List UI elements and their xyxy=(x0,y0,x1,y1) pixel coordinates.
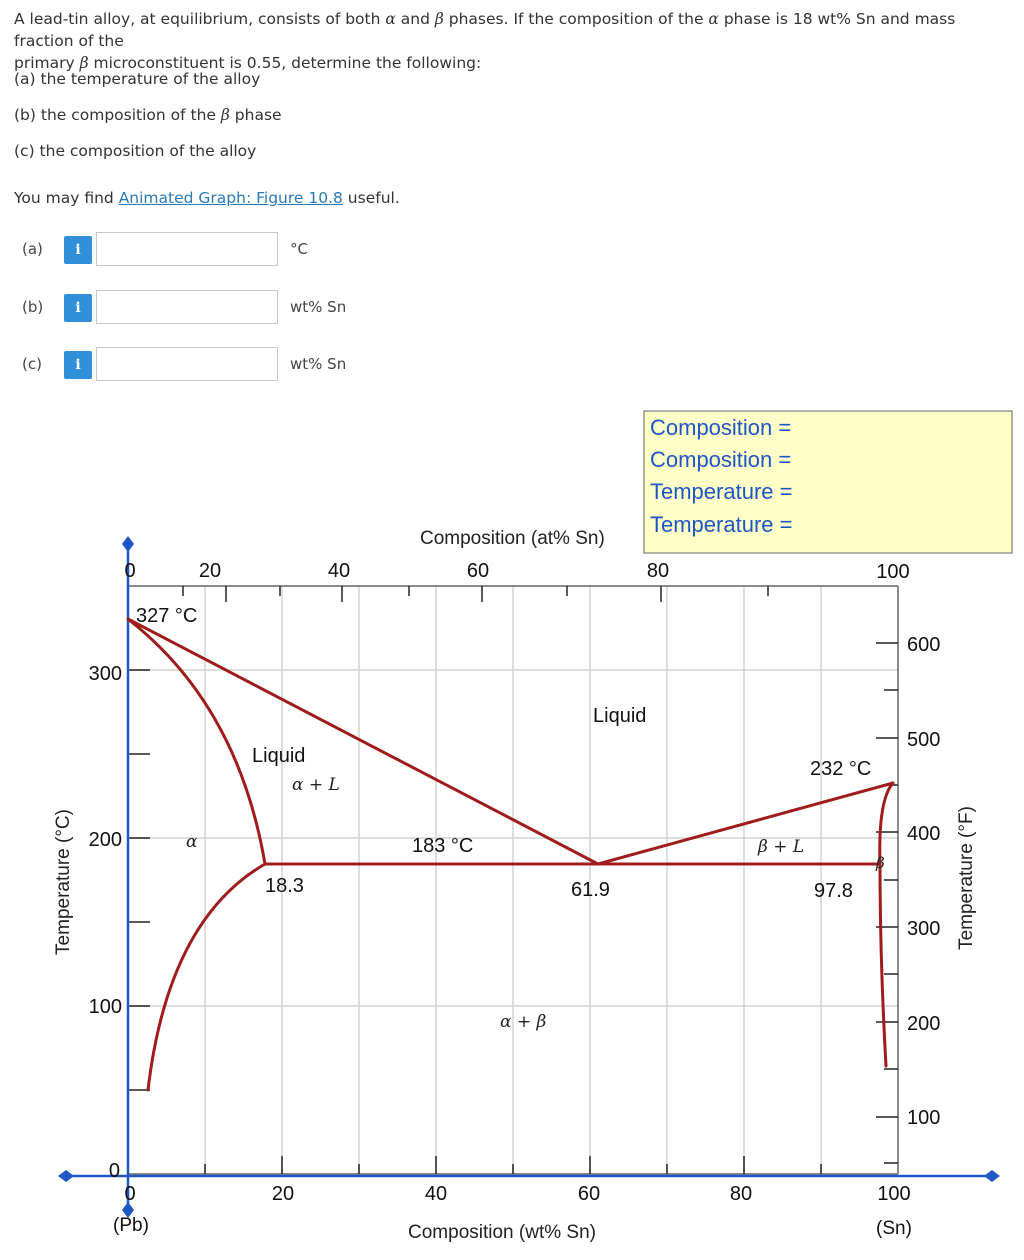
alpha-solvus xyxy=(146,862,267,1092)
question-line1-d: phase is 18 wt% Sn and mass fraction of … xyxy=(14,10,956,50)
alpha-symbol: α xyxy=(708,10,719,28)
readout-composition-1: Composition = xyxy=(650,415,791,440)
phase-boundaries xyxy=(126,617,895,1092)
beta-symbol: β xyxy=(220,106,230,124)
info-icon[interactable]: i xyxy=(64,236,92,264)
alpha-phase-label: α xyxy=(186,832,198,852)
right-tick-label: 500 xyxy=(907,729,940,751)
answer-row-c: (c) i wt% Sn xyxy=(0,347,420,383)
left-tick-label: 200 xyxy=(89,829,122,851)
readout-temperature-1: Temperature = xyxy=(650,479,792,504)
left-tick-label: 0 xyxy=(109,1160,120,1182)
top-tick-label: 60 xyxy=(467,560,489,582)
bottom-tick-label: 80 xyxy=(730,1183,752,1205)
temperature-handle-left[interactable] xyxy=(58,1170,74,1182)
hint-a: You may find xyxy=(14,189,119,207)
part-a-text: (a) the temperature of the alloy xyxy=(14,70,261,88)
left-axis-title: Temperature (°C) xyxy=(53,809,74,955)
sn-melting-label: 232 °C xyxy=(810,758,871,780)
top-axis-title: Composition (at% Sn) xyxy=(420,528,605,549)
top-tick-label: 0 xyxy=(124,560,135,582)
answer-row-a: (a) i °C xyxy=(0,232,420,268)
pb-melting-label: 327 °C xyxy=(136,605,197,627)
unit-label: wt% Sn xyxy=(290,298,347,316)
beta-solvus xyxy=(878,862,888,1068)
animated-graph-link[interactable]: Animated Graph: Figure 10.8 xyxy=(118,189,343,207)
answer-label: (a) xyxy=(22,240,43,258)
bottom-tick-label: 0 xyxy=(124,1183,135,1205)
question-line1-a: A lead-tin alloy, at equilibrium, consis… xyxy=(14,10,386,28)
left-tick-label: 300 xyxy=(89,663,122,685)
readout-temperature-2: Temperature = xyxy=(650,512,792,537)
unit-label: wt% Sn xyxy=(290,355,347,373)
readout-box xyxy=(643,410,1013,554)
right-tick-label: 600 xyxy=(907,634,940,656)
liquidus-right-line xyxy=(596,781,895,866)
answer-label: (b) xyxy=(22,298,44,316)
sn-end-label: (Sn) xyxy=(876,1218,912,1239)
right-tick-label: 100 xyxy=(907,1107,940,1129)
top-ticks xyxy=(182,586,769,602)
eutectic-temp-label: 183 °C xyxy=(412,835,473,857)
alpha-max-solubility-label: 18.3 xyxy=(265,875,304,897)
left-ticks xyxy=(128,669,150,1091)
grid xyxy=(128,586,898,1174)
top-tick-label: 100 xyxy=(876,561,909,583)
top-tick-label: 20 xyxy=(199,560,221,582)
top-tick-label: 80 xyxy=(647,560,669,582)
beta-symbol: β xyxy=(434,10,444,28)
unit-label: °C xyxy=(290,240,308,258)
question-line2-b: microconstituent is 0.55, determine the … xyxy=(88,54,482,72)
solidus-line xyxy=(126,617,267,866)
question-line1-c: phases. If the composition of the xyxy=(443,10,709,28)
temperature-input[interactable] xyxy=(96,232,278,266)
bottom-tick-label: 40 xyxy=(425,1183,447,1205)
info-icon[interactable]: i xyxy=(64,351,92,379)
bottom-tick-label: 60 xyxy=(578,1183,600,1205)
beta-phase-label: β xyxy=(875,854,885,872)
composition-handle-bottom[interactable] xyxy=(122,1202,134,1218)
liquid-right-label: Liquid xyxy=(593,705,646,727)
answer-label: (c) xyxy=(22,355,42,373)
part-b-b: phase xyxy=(229,106,282,124)
question-text: A lead-tin alloy, at equilibrium, consis… xyxy=(14,8,1019,74)
eutectic-composition-label: 61.9 xyxy=(571,879,610,901)
question-line1-b: and xyxy=(395,10,435,28)
bottom-tick-label: 100 xyxy=(877,1183,910,1205)
alpha-symbol: α xyxy=(385,10,396,28)
part-b-text: (b) the composition of the β phase xyxy=(14,104,282,126)
left-tick-label: 100 xyxy=(89,996,122,1018)
beta-plus-liquid-label: β + L xyxy=(757,837,804,857)
part-b-a: (b) the composition of the xyxy=(14,106,221,124)
part-c-text: (c) the composition of the alloy xyxy=(14,142,257,160)
hint-b: useful. xyxy=(342,189,400,207)
liquidus-left-line xyxy=(126,617,600,866)
alpha-plus-liquid-label: α + L xyxy=(292,775,340,795)
beta-solidus xyxy=(878,781,895,866)
right-axis-title: Temperature (°F) xyxy=(956,806,977,950)
alpha-plus-beta-label: α + β xyxy=(500,1012,547,1032)
top-tick-label: 40 xyxy=(328,560,350,582)
hint-text: You may find Animated Graph: Figure 10.8… xyxy=(14,187,400,209)
alloy-composition-input[interactable] xyxy=(96,347,278,381)
beta-max-solubility-label: 97.8 xyxy=(814,880,853,902)
pb-end-label: (Pb) xyxy=(113,1215,149,1236)
question-line2-a: primary xyxy=(14,54,80,72)
bottom-tick-label: 20 xyxy=(272,1183,294,1205)
composition-handle-top[interactable] xyxy=(122,536,134,552)
right-tick-label: 400 xyxy=(907,823,940,845)
bottom-ticks xyxy=(204,1156,822,1174)
answer-row-b: (b) i wt% Sn xyxy=(0,290,420,326)
readout-composition-2: Composition = xyxy=(650,447,791,472)
bottom-axis-title: Composition (wt% Sn) xyxy=(408,1222,596,1243)
right-tick-label: 200 xyxy=(907,1013,940,1035)
beta-symbol: β xyxy=(79,54,89,72)
beta-composition-input[interactable] xyxy=(96,290,278,324)
temperature-handle-right[interactable] xyxy=(984,1170,1000,1182)
right-tick-label: 300 xyxy=(907,918,940,940)
liquid-left-label: Liquid xyxy=(252,745,305,767)
info-icon[interactable]: i xyxy=(64,294,92,322)
